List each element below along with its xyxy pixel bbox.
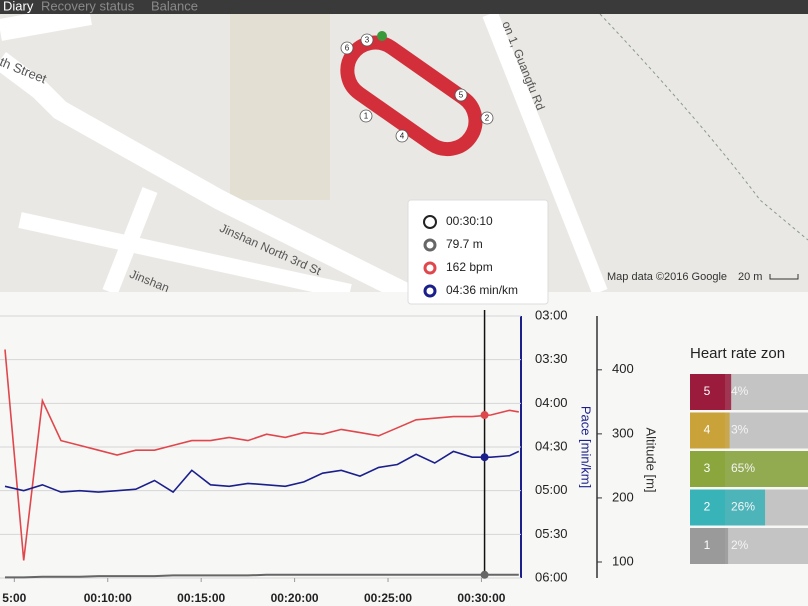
- pace-icon: [423, 284, 437, 298]
- cursor-dot: [480, 411, 489, 420]
- zone-percent: 26%: [731, 500, 755, 514]
- zone-number: 5: [704, 384, 711, 398]
- zone-number-block: [690, 412, 725, 449]
- x-tick-label: 5:00: [2, 591, 26, 605]
- track: [340, 35, 483, 157]
- lap-marker-label: 6: [345, 44, 350, 53]
- zone-bar: [725, 412, 730, 449]
- lap-marker-label: 1: [364, 112, 369, 121]
- altitude-tick-label: 300: [612, 425, 634, 440]
- tab[interactable]: Balance: [151, 0, 198, 13]
- zone-bar: [725, 451, 808, 487]
- tooltip-time: 00:30:10: [446, 214, 493, 228]
- pace-tick-label: 03:00: [535, 307, 568, 322]
- pace-tick-label: 03:30: [535, 351, 568, 366]
- lap-marker: [359, 109, 373, 123]
- cursor-dot: [480, 570, 489, 579]
- pace-tick-label: 05:00: [535, 482, 568, 497]
- altitude-tick-label: 100: [612, 553, 634, 568]
- lap-marker: [360, 33, 374, 47]
- chart-panel: [0, 292, 808, 606]
- tab[interactable]: Recovery status: [41, 0, 135, 13]
- lap-marker: [454, 88, 468, 102]
- zone-percent: 65%: [731, 461, 755, 475]
- tooltip-altitude: 79.7 m: [446, 237, 483, 251]
- zone-number-block: [690, 374, 725, 410]
- lap-marker-label: 4: [400, 132, 405, 141]
- park-area: [230, 14, 330, 200]
- zone-number-block: [690, 489, 725, 526]
- series-line: [4, 450, 520, 494]
- heart-rate-icon: [423, 261, 437, 275]
- street: [0, 52, 425, 309]
- boundary: [599, 13, 808, 241]
- lap-marker: [395, 129, 409, 143]
- track-route: [340, 35, 483, 157]
- map-attribution: Map data ©2016 Google: [607, 271, 727, 283]
- zone-percent: 3%: [731, 423, 749, 437]
- altitude-icon: [423, 238, 437, 252]
- tooltip-pace: 04:36 min/km: [446, 283, 518, 297]
- zone-number: 2: [704, 500, 711, 514]
- lap-marker: [340, 41, 354, 55]
- pace-tick-label: 05:30: [535, 526, 568, 541]
- tab-bar: [0, 0, 808, 14]
- tooltip-heart-rate: 162 bpm: [446, 260, 493, 274]
- street: [102, 187, 158, 295]
- series-line: [4, 349, 519, 561]
- stopwatch-icon: [423, 215, 437, 229]
- tooltip: [407, 199, 549, 305]
- start-marker: [377, 31, 387, 41]
- scale-bar: [769, 274, 799, 280]
- lap-marker-label: 5: [459, 91, 464, 100]
- pace-axis-label: Pace [min/km]: [579, 406, 594, 488]
- x-tick-label: 00:15:00: [177, 591, 225, 605]
- zone-percent: 2%: [731, 538, 749, 552]
- altitude-axis-label: Altitude [m]: [644, 427, 659, 492]
- zone-number-block: [690, 528, 725, 564]
- lap-marker: [480, 111, 494, 125]
- lap-marker-label: 2: [485, 114, 490, 123]
- street: [18, 212, 352, 300]
- zone-bar: [725, 489, 766, 526]
- zone-percent: 4%: [731, 384, 749, 398]
- lap-marker-label: 3: [365, 36, 370, 45]
- zone-number-block: [690, 451, 725, 487]
- pace-tick-label: 04:00: [535, 395, 568, 410]
- zone-bar: [725, 528, 729, 564]
- pace-tick-label: 04:30: [535, 438, 568, 453]
- x-tick-label: 00:20:00: [271, 591, 319, 605]
- x-tick-label: 00:25:00: [364, 591, 412, 605]
- zone-number: 1: [704, 538, 711, 552]
- series-line: [5, 573, 519, 579]
- cursor-dot: [480, 453, 489, 462]
- street: [482, 11, 608, 295]
- pace-tick-label: 06:00: [535, 569, 568, 584]
- zones-title: Heart rate zon: [690, 345, 785, 362]
- altitude-tick-label: 400: [612, 361, 634, 376]
- zone-number: 4: [704, 423, 711, 437]
- zone-bar: [725, 374, 732, 410]
- tab[interactable]: Diary: [3, 0, 34, 13]
- altitude-tick-label: 200: [612, 489, 634, 504]
- zone-number: 3: [704, 461, 711, 475]
- map-scale: 20 m: [738, 271, 762, 283]
- x-tick-label: 00:30:00: [457, 591, 505, 605]
- street: [0, 3, 92, 41]
- x-tick-label: 00:10:00: [84, 591, 132, 605]
